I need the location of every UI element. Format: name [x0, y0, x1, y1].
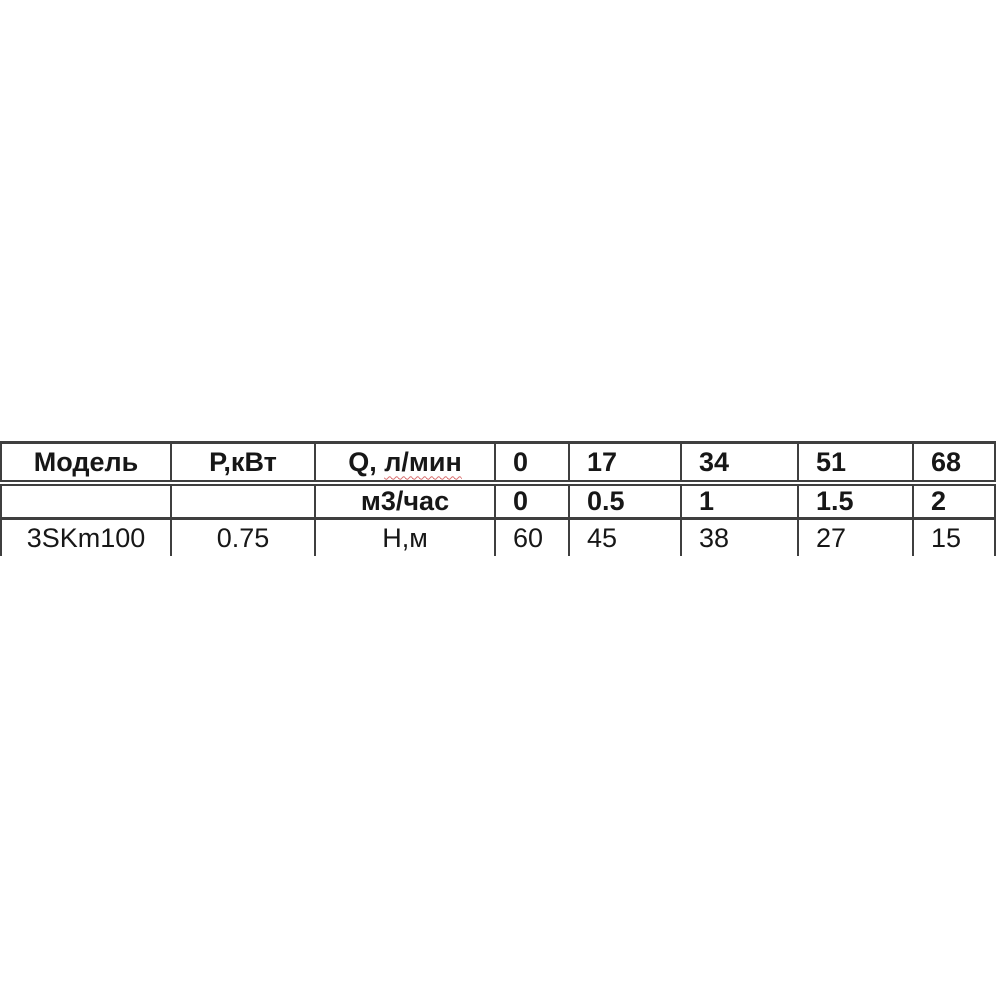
- cell-empty-model: [0, 483, 172, 520]
- unit-row: м3/час 0 0.5 1 1.5 2: [0, 483, 996, 520]
- cell-head-m-2: 38: [680, 518, 799, 556]
- cell-flow-m3h-0: 0: [494, 483, 570, 520]
- cell-flow-lmin-0: 0: [494, 441, 570, 486]
- pump-spec-table: Модель Р,кВт Q, л/мин 0 17 34 51 68 м3/ча…: [0, 441, 996, 556]
- cell-head-m-3: 27: [797, 518, 914, 556]
- cell-flow-m3h-2: 1: [680, 483, 799, 520]
- cell-head-m-1: 45: [568, 518, 682, 556]
- cell-flow-lmin-3: 51: [797, 441, 914, 486]
- flow-header-prefix: Q,: [348, 446, 377, 477]
- cell-power-header: Р,кВт: [170, 441, 316, 486]
- cell-head-m-0: 60: [494, 518, 570, 556]
- cell-flow-lmin-2: 34: [680, 441, 799, 486]
- cell-head-label: Н,м: [314, 518, 496, 556]
- cell-empty-power: [170, 483, 316, 520]
- flow-header-unit: л/мин: [384, 446, 462, 477]
- cell-flow-lmin-1: 17: [568, 441, 682, 486]
- cell-flow-header: Q, л/мин: [314, 441, 496, 486]
- data-row: 3SKm100 0.75 Н,м 60 45 38 27 15: [0, 518, 996, 556]
- cell-flow-unit-m3h: м3/час: [314, 483, 496, 520]
- header-row: Модель Р,кВт Q, л/мин 0 17 34 51 68: [0, 441, 996, 486]
- cell-head-m-4: 15: [912, 518, 996, 556]
- cell-model-value: 3SKm100: [0, 518, 172, 556]
- cell-power-value: 0.75: [170, 518, 316, 556]
- cell-flow-lmin-4: 68: [912, 441, 996, 486]
- cell-flow-m3h-3: 1.5: [797, 483, 914, 520]
- cell-model-header: Модель: [0, 441, 172, 486]
- cell-flow-m3h-4: 2: [912, 483, 996, 520]
- cell-flow-m3h-1: 0.5: [568, 483, 682, 520]
